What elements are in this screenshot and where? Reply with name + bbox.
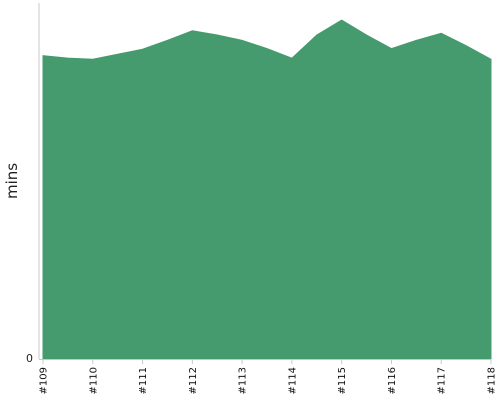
x-tick-label: #112 <box>188 367 199 394</box>
x-tick-label: #115 <box>337 367 348 394</box>
x-tick-label: #116 <box>387 367 398 394</box>
x-tick-label: #113 <box>238 367 249 394</box>
x-tick-label: #109 <box>39 367 50 394</box>
x-tick-label: #110 <box>88 367 99 394</box>
y-axis-ticks: 0 <box>26 352 33 365</box>
x-tick-label: #114 <box>287 367 298 394</box>
area-layer <box>42 19 492 360</box>
x-tick-label: #118 <box>487 367 498 394</box>
area-series-0 <box>42 19 492 360</box>
x-tick-label: #117 <box>437 367 448 394</box>
y-axis-title: mins <box>3 163 21 199</box>
x-tick-label: #111 <box>138 367 149 394</box>
y-tick-label: 0 <box>26 352 33 365</box>
axes <box>38 3 491 360</box>
x-axis-ticks: #109 #110 #111 #112 #113 #114 #115 #116 #117 #118 <box>39 359 498 394</box>
